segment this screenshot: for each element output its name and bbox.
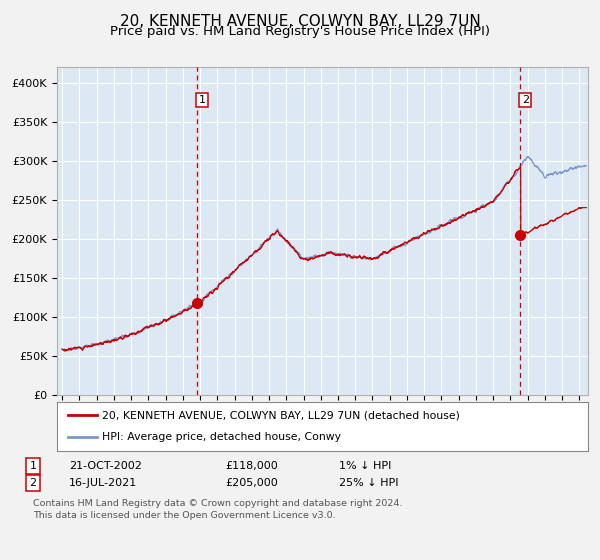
Text: 2: 2 (522, 95, 529, 105)
Text: 1: 1 (199, 95, 206, 105)
Text: 1% ↓ HPI: 1% ↓ HPI (339, 461, 391, 471)
Text: Price paid vs. HM Land Registry's House Price Index (HPI): Price paid vs. HM Land Registry's House … (110, 25, 490, 38)
Text: 20, KENNETH AVENUE, COLWYN BAY, LL29 7UN: 20, KENNETH AVENUE, COLWYN BAY, LL29 7UN (119, 14, 481, 29)
Text: 20, KENNETH AVENUE, COLWYN BAY, LL29 7UN (detached house): 20, KENNETH AVENUE, COLWYN BAY, LL29 7UN… (102, 410, 460, 421)
Text: This data is licensed under the Open Government Licence v3.0.: This data is licensed under the Open Gov… (33, 511, 335, 520)
Text: Contains HM Land Registry data © Crown copyright and database right 2024.: Contains HM Land Registry data © Crown c… (33, 500, 403, 508)
Text: 21-OCT-2002: 21-OCT-2002 (69, 461, 142, 471)
Text: £118,000: £118,000 (225, 461, 278, 471)
Text: 16-JUL-2021: 16-JUL-2021 (69, 478, 137, 488)
Text: 2: 2 (29, 478, 37, 488)
Text: £205,000: £205,000 (225, 478, 278, 488)
Text: HPI: Average price, detached house, Conwy: HPI: Average price, detached house, Conw… (102, 432, 341, 442)
Text: 1: 1 (29, 461, 37, 471)
Text: 25% ↓ HPI: 25% ↓ HPI (339, 478, 398, 488)
